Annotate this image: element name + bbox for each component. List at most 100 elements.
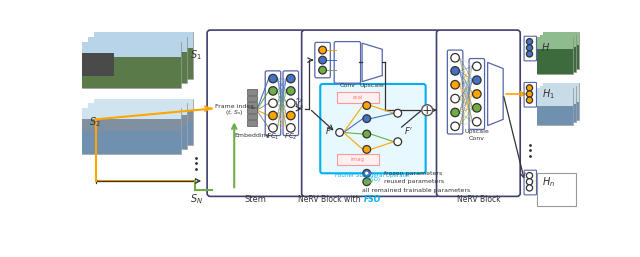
Text: $\tilde{v}^t_{s}$: $\tilde{v}^t_{s}$	[294, 97, 304, 112]
Circle shape	[363, 130, 371, 138]
Circle shape	[287, 99, 295, 107]
Circle shape	[269, 74, 277, 83]
Text: $(t, S_s)$: $(t, S_s)$	[225, 108, 243, 117]
Text: $F^{\prime}$: $F^{\prime}$	[404, 125, 413, 136]
Text: Frame index: Frame index	[215, 104, 253, 109]
Text: $H_1$: $H_1$	[542, 87, 555, 101]
Text: real: real	[352, 95, 363, 100]
Bar	[540, 47, 576, 72]
Text: Conv: Conv	[468, 136, 485, 141]
Bar	[248, 96, 257, 101]
Circle shape	[526, 91, 532, 97]
Bar	[81, 108, 180, 123]
Circle shape	[451, 108, 460, 117]
FancyBboxPatch shape	[301, 30, 440, 196]
Bar	[81, 42, 180, 57]
Text: Fourier Subnueral Operator: Fourier Subnueral Operator	[335, 173, 411, 178]
Circle shape	[526, 85, 532, 91]
Bar	[540, 86, 576, 123]
Circle shape	[526, 172, 532, 179]
Circle shape	[363, 178, 371, 186]
Circle shape	[526, 97, 532, 103]
Circle shape	[526, 179, 532, 185]
Bar	[94, 32, 193, 48]
Text: Upscale: Upscale	[360, 83, 385, 88]
Bar	[88, 115, 187, 126]
Bar	[248, 108, 257, 113]
FancyBboxPatch shape	[210, 96, 259, 121]
Bar	[540, 104, 576, 123]
Circle shape	[422, 105, 433, 116]
Text: Stem: Stem	[245, 195, 267, 204]
Bar	[337, 154, 379, 165]
Circle shape	[451, 67, 460, 75]
Bar	[540, 35, 576, 47]
Polygon shape	[488, 62, 503, 126]
Bar	[94, 122, 193, 145]
Bar	[543, 45, 579, 69]
Text: (FSO): (FSO)	[365, 177, 380, 182]
FancyBboxPatch shape	[334, 42, 360, 83]
Text: $FC_1$: $FC_1$	[266, 132, 280, 142]
Circle shape	[269, 99, 277, 107]
Text: Upscale: Upscale	[465, 129, 489, 134]
Circle shape	[451, 80, 460, 89]
Bar	[81, 131, 180, 154]
Bar	[248, 114, 257, 120]
Bar	[88, 103, 187, 149]
Bar	[537, 88, 573, 125]
Bar	[543, 102, 579, 120]
Bar	[248, 120, 257, 126]
Bar	[88, 37, 187, 83]
Circle shape	[472, 90, 481, 98]
Bar	[81, 108, 180, 154]
Bar	[537, 173, 576, 206]
FancyBboxPatch shape	[320, 84, 426, 173]
Text: $H_n$: $H_n$	[542, 175, 555, 189]
Circle shape	[526, 39, 532, 45]
Bar	[94, 110, 193, 122]
Circle shape	[451, 122, 460, 131]
Circle shape	[472, 62, 481, 70]
Bar	[337, 93, 379, 103]
Bar	[94, 48, 193, 79]
Circle shape	[451, 94, 460, 103]
Text: Conv: Conv	[339, 83, 355, 88]
Circle shape	[394, 109, 402, 117]
Text: $S_N$: $S_N$	[189, 192, 203, 206]
Polygon shape	[362, 43, 382, 82]
Bar	[537, 37, 573, 49]
Text: H: H	[542, 43, 549, 53]
Bar	[537, 106, 573, 125]
Circle shape	[336, 129, 344, 136]
Circle shape	[269, 111, 277, 120]
FancyBboxPatch shape	[436, 30, 520, 196]
Bar	[88, 103, 187, 119]
Bar	[537, 49, 573, 74]
Circle shape	[472, 117, 481, 126]
Circle shape	[269, 87, 277, 95]
Bar	[81, 42, 180, 88]
Text: FSO: FSO	[364, 195, 381, 204]
Text: imag: imag	[351, 157, 364, 162]
Circle shape	[319, 46, 326, 54]
Bar	[248, 102, 257, 107]
Circle shape	[526, 45, 532, 51]
Bar	[88, 126, 187, 149]
Bar	[248, 89, 257, 95]
Text: $S_1$: $S_1$	[190, 49, 202, 62]
Circle shape	[319, 56, 326, 64]
Bar	[537, 37, 573, 74]
Bar	[543, 83, 579, 102]
Bar	[81, 120, 180, 131]
Text: $F$: $F$	[325, 125, 332, 136]
Bar	[537, 88, 573, 106]
Bar	[540, 35, 576, 72]
Circle shape	[472, 76, 481, 84]
Circle shape	[287, 87, 295, 95]
Circle shape	[319, 66, 326, 74]
Bar	[540, 86, 576, 104]
Bar	[81, 53, 114, 76]
Circle shape	[364, 171, 369, 176]
Bar	[88, 52, 187, 83]
